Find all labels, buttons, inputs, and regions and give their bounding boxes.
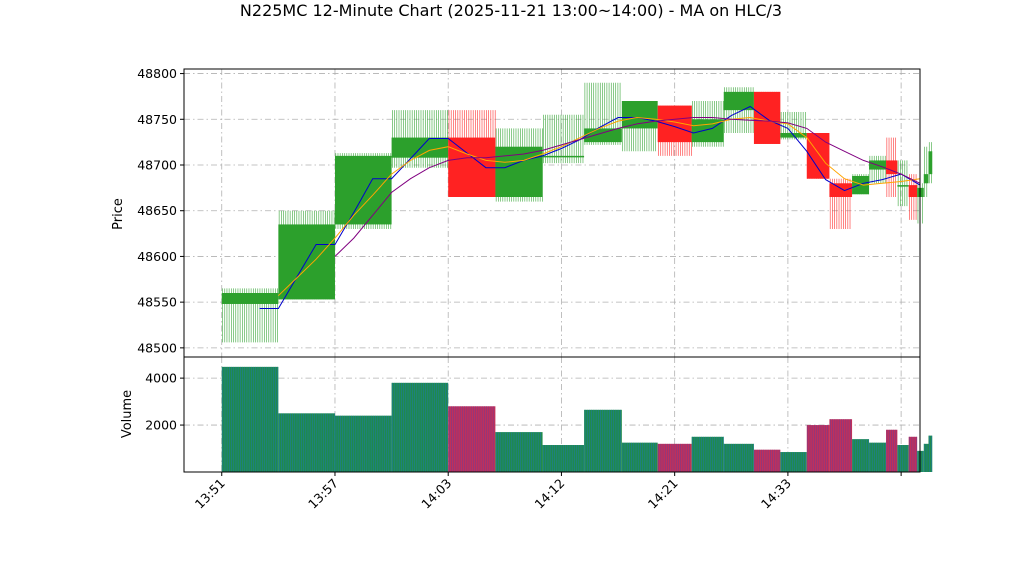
candle-body bbox=[495, 146, 543, 197]
volume-bar-fill bbox=[780, 452, 807, 472]
moving-average-line bbox=[334, 117, 921, 257]
volume-bar bbox=[852, 439, 870, 472]
volume-bar bbox=[691, 436, 724, 472]
candle-body bbox=[542, 155, 585, 158]
volume-y-tick-label: 2000 bbox=[145, 418, 177, 433]
volume-bars bbox=[221, 366, 933, 472]
x-tick-label: 13:51 bbox=[192, 476, 228, 512]
candle-body bbox=[753, 91, 781, 144]
volume-bar-fill bbox=[334, 415, 392, 472]
volume-bar bbox=[908, 436, 918, 472]
candle-body bbox=[723, 91, 754, 111]
volume-bar bbox=[334, 415, 392, 472]
volume-bar-fill bbox=[908, 436, 918, 472]
candle-down bbox=[448, 110, 496, 197]
x-tick-label: 14:03 bbox=[418, 476, 454, 512]
candle-body bbox=[897, 185, 909, 187]
candle-up bbox=[221, 288, 279, 343]
price-y-tick-label: 48750 bbox=[137, 112, 177, 127]
price-y-tick-label: 48800 bbox=[137, 66, 177, 81]
volume-bar bbox=[448, 406, 496, 472]
candle-down bbox=[753, 91, 781, 144]
volume-bar bbox=[780, 452, 807, 472]
volume-y-axis: 2000 4000 bbox=[145, 371, 184, 433]
candle-up bbox=[278, 210, 335, 300]
volume-bar-fill bbox=[495, 432, 543, 472]
volume-bar-fill bbox=[923, 443, 929, 472]
candle-body bbox=[852, 175, 870, 195]
candle-body bbox=[584, 128, 622, 143]
volume-bar bbox=[923, 443, 929, 472]
volume-bar bbox=[542, 445, 585, 472]
volume-y-axis-label: Volume bbox=[120, 390, 135, 438]
volume-bar-fill bbox=[221, 366, 279, 472]
volume-bar bbox=[221, 366, 279, 472]
x-tick-label: 14:21 bbox=[645, 476, 681, 512]
volume-bar bbox=[621, 442, 658, 472]
volume-panel-frame bbox=[183, 356, 921, 473]
volume-bar bbox=[869, 442, 887, 472]
volume-bar bbox=[928, 435, 933, 472]
price-y-tick-label: 48500 bbox=[137, 340, 177, 355]
moving-average-line bbox=[278, 116, 921, 297]
candle-body bbox=[923, 174, 929, 184]
volume-bar-fill bbox=[391, 382, 449, 472]
candle-body bbox=[221, 293, 279, 304]
volume-bar-fill bbox=[928, 435, 933, 472]
candle-body bbox=[829, 183, 853, 197]
price-y-tick-label: 48600 bbox=[137, 249, 177, 264]
candle-up bbox=[897, 160, 909, 207]
price-y-axis: 48500 48550 48600 48650 48700 48750 48800 bbox=[137, 66, 184, 355]
candle-down bbox=[886, 137, 898, 197]
candle-body bbox=[928, 151, 933, 175]
volume-bar-fill bbox=[753, 449, 781, 472]
volume-bar-fill bbox=[278, 413, 335, 472]
candle-body bbox=[391, 137, 449, 158]
candle-body bbox=[334, 155, 392, 225]
chart-title: N225MC 12-Minute Chart (2025-11-21 13:00… bbox=[240, 1, 782, 20]
x-tick-label: 14:33 bbox=[758, 476, 794, 512]
volume-bar bbox=[897, 445, 909, 472]
candle-up bbox=[334, 153, 392, 229]
volume-bar bbox=[657, 443, 692, 472]
volume-bar bbox=[723, 443, 754, 472]
x-axis: 13:51 13:57 14:03 14:12 14:21 14:33 bbox=[192, 472, 902, 512]
price-y-tick-label: 48550 bbox=[137, 295, 177, 310]
volume-bar-fill bbox=[448, 406, 496, 472]
volume-bar bbox=[886, 429, 898, 472]
candle-body bbox=[621, 101, 658, 129]
candle-up bbox=[928, 142, 933, 184]
volume-bar bbox=[829, 419, 853, 472]
volume-bar bbox=[278, 413, 335, 472]
moving-average-lines bbox=[259, 105, 921, 309]
candle-body bbox=[908, 185, 918, 197]
volume-bar bbox=[495, 432, 543, 472]
volume-bar bbox=[753, 449, 781, 472]
candle-body bbox=[886, 160, 898, 175]
volume-bar bbox=[391, 382, 449, 472]
volume-bar bbox=[584, 409, 622, 472]
candlesticks bbox=[221, 82, 933, 343]
candle-up bbox=[923, 146, 929, 197]
x-tick-label: 14:12 bbox=[531, 476, 567, 512]
volume-y-tick-label: 4000 bbox=[145, 371, 177, 386]
volume-bar-fill bbox=[723, 443, 754, 472]
price-y-tick-label: 48700 bbox=[137, 158, 177, 173]
candle-up bbox=[723, 87, 754, 133]
candle-up bbox=[495, 128, 543, 202]
price-y-tick-label: 48650 bbox=[137, 203, 177, 218]
volume-bar-fill bbox=[657, 443, 692, 472]
volume-bar-fill bbox=[869, 442, 887, 472]
x-tick-label: 13:57 bbox=[305, 476, 341, 512]
price-y-axis-label: Price bbox=[111, 198, 126, 230]
candle-down bbox=[829, 178, 853, 229]
volume-bar bbox=[806, 425, 830, 472]
candle-up bbox=[584, 82, 622, 145]
volume-bar-fill bbox=[852, 439, 870, 472]
